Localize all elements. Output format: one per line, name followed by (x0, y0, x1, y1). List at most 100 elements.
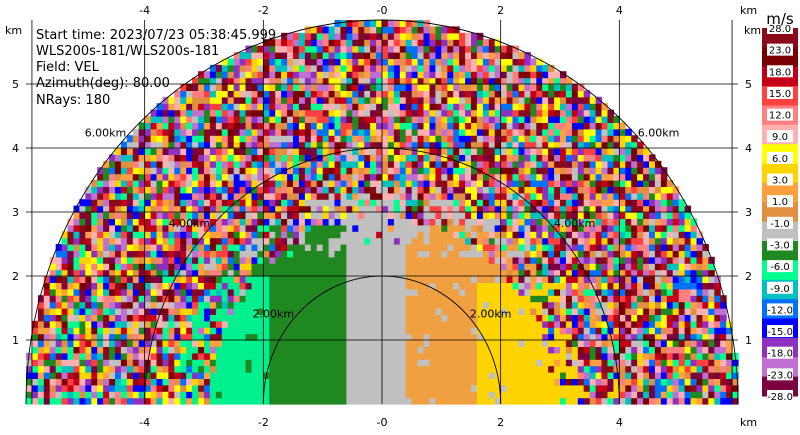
velocity-cell (571, 359, 579, 367)
velocity-cell (269, 378, 276, 386)
velocity-cell (109, 365, 116, 373)
velocity-cell (376, 109, 383, 117)
velocity-cell (352, 212, 359, 219)
velocity-cell (364, 256, 371, 264)
velocity-cell (714, 378, 721, 386)
velocity-cell (453, 128, 460, 136)
velocity-cell (79, 256, 86, 264)
velocity-cell (204, 205, 211, 213)
velocity-cell (275, 103, 282, 111)
velocity-cell (672, 212, 680, 219)
velocity-cell (720, 372, 727, 379)
velocity-cell (476, 128, 484, 136)
velocity-cell (476, 288, 484, 296)
velocity-cell (417, 340, 425, 347)
velocity-cell (714, 333, 721, 341)
velocity-cell (393, 352, 401, 360)
velocity-cell (577, 250, 585, 258)
velocity-cell (696, 276, 703, 283)
velocity-cell (637, 218, 644, 226)
velocity-cell (31, 340, 39, 347)
velocity-cell (435, 263, 442, 271)
velocity-cell (625, 391, 632, 399)
velocity-cell (387, 352, 395, 360)
velocity-cell (91, 314, 98, 322)
velocity-cell (637, 359, 644, 367)
velocity-cell (530, 276, 537, 283)
velocity-cell (55, 346, 63, 354)
velocity-cell (708, 378, 715, 386)
velocity-cell (198, 237, 205, 245)
velocity-cell (115, 237, 122, 245)
velocity-cell (399, 135, 407, 143)
velocity-cell (411, 128, 419, 136)
velocity-cell (601, 116, 608, 123)
velocity-cell (109, 180, 116, 187)
velocity-cell (322, 135, 330, 143)
velocity-cell (109, 282, 116, 290)
velocity-cell (251, 397, 258, 405)
velocity-cell (631, 160, 638, 168)
velocity-cell (530, 282, 537, 290)
velocity-cell (660, 372, 668, 379)
velocity-cell (281, 205, 288, 213)
velocity-cell (150, 148, 158, 155)
velocity-cell (132, 288, 140, 296)
velocity-cell (180, 320, 187, 328)
velocity-cell (672, 295, 680, 303)
velocity-cell (43, 288, 51, 296)
velocity-cell (530, 314, 537, 322)
velocity-cell (678, 237, 686, 245)
velocity-cell (453, 308, 460, 315)
velocity-cell (524, 301, 531, 309)
velocity-cell (352, 372, 359, 379)
velocity-cell (304, 288, 312, 296)
velocity-cell (471, 365, 478, 373)
velocity-cell (595, 256, 603, 264)
velocity-cell (156, 148, 163, 155)
velocity-cell (554, 276, 561, 283)
velocity-cell (115, 301, 122, 309)
velocity-cell (387, 173, 395, 181)
velocity-cell (607, 282, 614, 290)
velocity-cell (364, 205, 371, 213)
velocity-cell (619, 244, 626, 251)
velocity-cell (577, 314, 585, 322)
velocity-cell (186, 160, 193, 168)
velocity-cell (571, 135, 579, 143)
velocity-cell (251, 148, 258, 155)
velocity-cell (465, 295, 472, 303)
velocity-cell (180, 128, 187, 136)
velocity-cell (476, 352, 484, 360)
velocity-cell (358, 269, 365, 277)
velocity-cell (263, 224, 270, 232)
velocity-cell (435, 352, 442, 360)
velocity-cell (708, 333, 715, 341)
velocity-cell (678, 301, 686, 309)
velocity-cell (548, 128, 555, 136)
velocity-cell (435, 205, 442, 213)
velocity-cell (423, 352, 430, 360)
velocity-cell (625, 154, 632, 162)
velocity-cell (109, 359, 116, 367)
velocity-cell (156, 122, 163, 130)
velocity-cell (168, 186, 175, 194)
velocity-cell (198, 135, 205, 143)
velocity-cell (500, 128, 508, 136)
velocity-cell (245, 212, 252, 219)
velocity-cell (192, 397, 199, 405)
velocity-cell (334, 333, 341, 341)
velocity-cell (435, 231, 442, 239)
velocity-cell (423, 180, 430, 187)
velocity-cell (720, 365, 727, 373)
velocity-cell (287, 263, 294, 271)
velocity-cell (435, 359, 442, 367)
velocity-cell (601, 327, 608, 335)
velocity-cell (293, 154, 300, 162)
velocity-cell (322, 199, 330, 207)
velocity-cell (340, 397, 347, 405)
velocity-cell (554, 148, 561, 155)
velocity-cell (115, 180, 122, 187)
velocity-cell (441, 167, 448, 175)
velocity-cell (423, 205, 430, 213)
